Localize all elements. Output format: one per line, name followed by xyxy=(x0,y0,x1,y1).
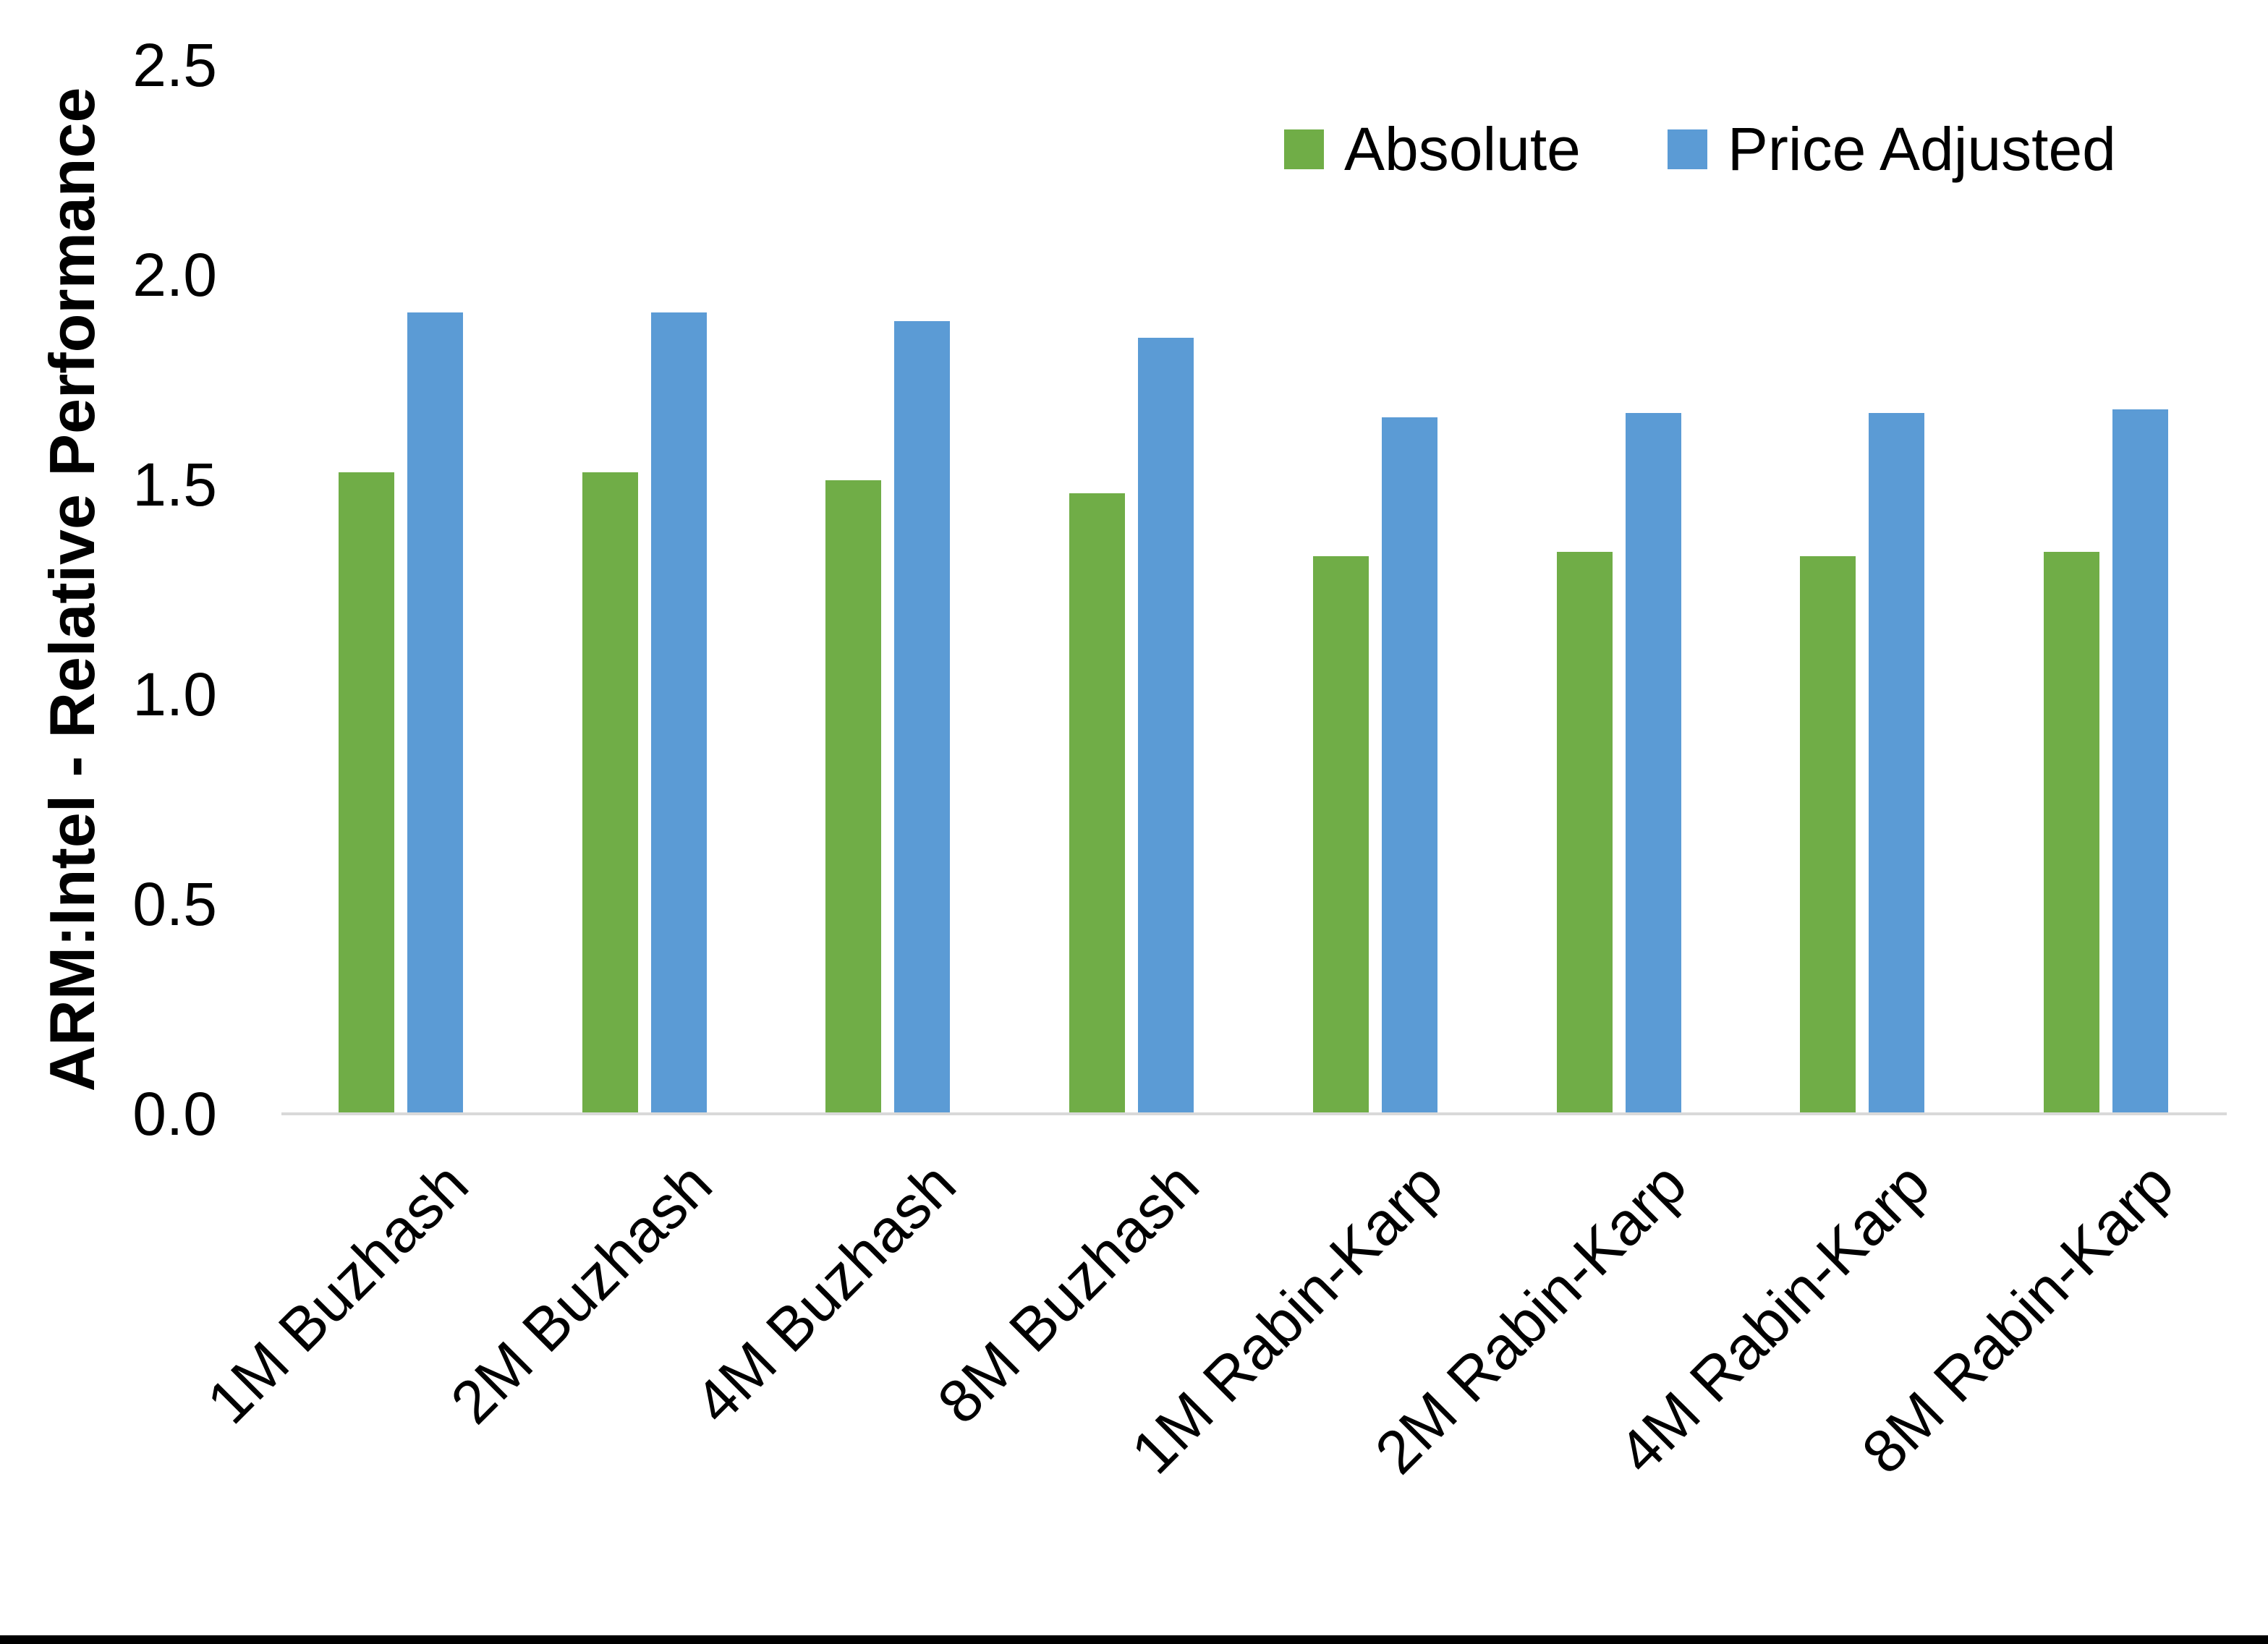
legend-label: Price Adjusted xyxy=(1727,115,2116,183)
legend-label: Absolute xyxy=(1344,115,1581,183)
legend-item: Price Adjusted xyxy=(1667,114,2116,184)
bar-price-adjusted xyxy=(894,321,950,1114)
y-tick-label: 0.0 xyxy=(132,1080,217,1148)
legend: Absolute Price Adjusted xyxy=(1284,114,2116,184)
x-tick-label: 4M Buzhash xyxy=(681,1149,969,1436)
bar-price-adjusted xyxy=(1626,413,1681,1114)
x-axis-line xyxy=(281,1112,2227,1115)
y-tick-label: 2.0 xyxy=(132,241,217,309)
bar-absolute xyxy=(2044,552,2099,1114)
bar-price-adjusted xyxy=(651,312,707,1114)
bar-absolute xyxy=(1557,552,1613,1114)
bar-price-adjusted xyxy=(407,312,463,1114)
bar-price-adjusted xyxy=(1382,417,1437,1114)
y-tick-label: 1.0 xyxy=(132,660,217,728)
bar-absolute xyxy=(1069,493,1125,1114)
y-tick-label: 2.5 xyxy=(132,31,217,99)
bar-absolute xyxy=(582,472,638,1114)
bar-absolute xyxy=(825,480,881,1114)
y-tick-label: 0.5 xyxy=(132,870,217,938)
legend-swatch-icon xyxy=(1667,129,1707,169)
bar-price-adjusted xyxy=(2112,409,2168,1114)
y-axis-title: ARM:Intel - Relative Performance xyxy=(36,87,108,1092)
bar-price-adjusted xyxy=(1869,413,1924,1114)
bar-absolute xyxy=(1800,556,1856,1114)
bar-absolute xyxy=(339,472,394,1114)
y-tick-label: 1.5 xyxy=(132,451,217,519)
x-tick-label: 1M Buzhash xyxy=(194,1149,481,1436)
image-bottom-border xyxy=(0,1635,2268,1644)
legend-item: Absolute xyxy=(1284,114,1581,184)
bar-price-adjusted xyxy=(1138,338,1194,1114)
legend-swatch-icon xyxy=(1284,129,1324,169)
bar-absolute xyxy=(1313,556,1369,1114)
x-tick-label: 2M Buzhash xyxy=(437,1149,725,1436)
